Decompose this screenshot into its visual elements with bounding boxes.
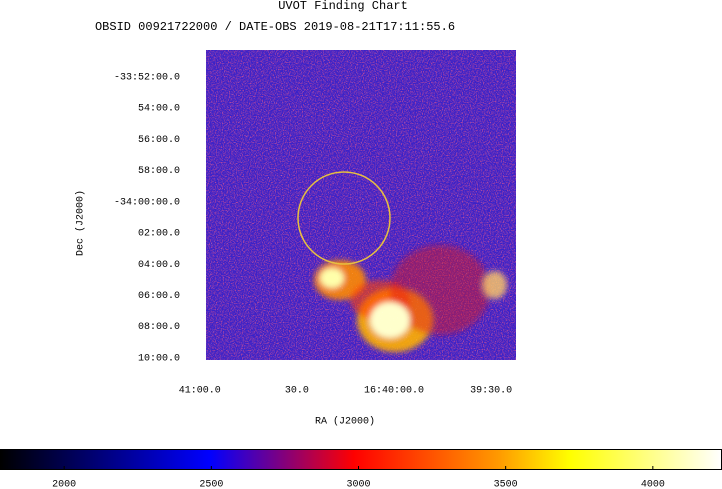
y-tick-label: 04:00.0	[138, 260, 180, 271]
x-tick-label: 30.0	[285, 386, 309, 397]
y-tick-label: -33:52:00.0	[114, 72, 180, 83]
y-tick-label: 02:00.0	[138, 229, 180, 240]
y-axis-label: Dec (J2000)	[75, 190, 87, 256]
colorbar	[0, 449, 722, 470]
y-tick-label: 54:00.0	[138, 104, 180, 115]
y-tick-label: 08:00.0	[138, 322, 180, 333]
y-tick-label: 06:00.0	[138, 291, 180, 302]
x-tick-label: 41:00.0	[179, 386, 221, 397]
colorbar-tick-label: 3000	[346, 480, 370, 489]
x-tick-label: 39:30.0	[470, 386, 512, 397]
x-axis-label: RA (J2000)	[315, 416, 375, 428]
image-stars	[206, 50, 516, 360]
colorbar-tick-label: 3500	[494, 480, 518, 489]
colorbar-tick-label: 2000	[52, 480, 76, 489]
y-tick-label: 56:00.0	[138, 135, 180, 146]
y-tick-label: 10:00.0	[138, 353, 180, 364]
chart-subtitle: OBSID 00921722000 / DATE-OBS 2019-08-21T…	[95, 20, 455, 34]
y-tick-label: 58:00.0	[138, 166, 180, 177]
y-tick-label: -34:00:00.0	[114, 197, 180, 208]
x-tick-label: 16:40:00.0	[364, 386, 424, 397]
source-circle	[297, 171, 391, 265]
chart-title: UVOT Finding Chart	[278, 0, 408, 13]
sky-image	[206, 50, 516, 360]
colorbar-tick-label: 2500	[199, 480, 223, 489]
colorbar-tick-label: 4000	[641, 480, 665, 489]
